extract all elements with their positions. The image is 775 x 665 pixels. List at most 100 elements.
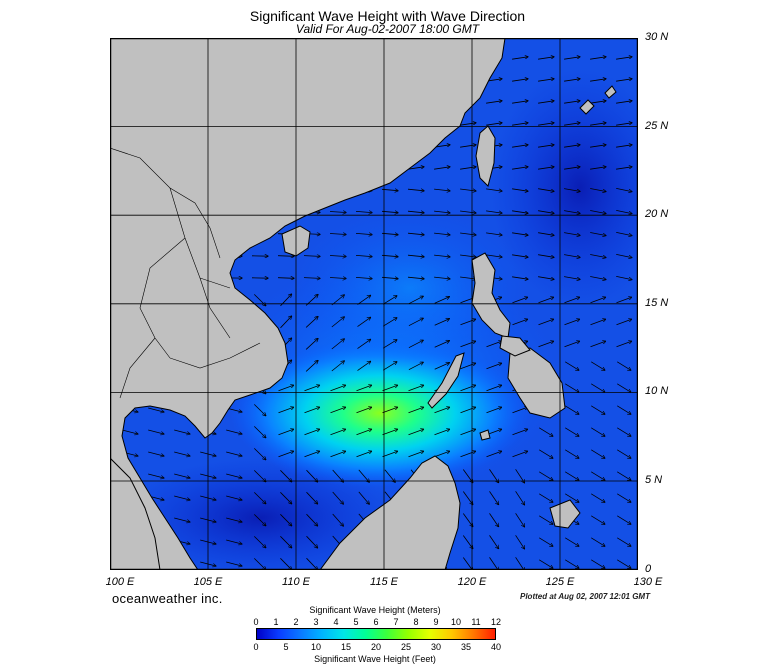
wave-direction-arrow bbox=[330, 385, 346, 392]
wave-direction-arrow bbox=[277, 278, 294, 279]
wave-direction-arrow bbox=[616, 559, 631, 568]
wave-direction-arrow bbox=[512, 188, 528, 191]
wave-direction-arrow bbox=[538, 559, 553, 568]
wave-direction-arrow bbox=[330, 429, 346, 436]
wave-direction-arrow bbox=[564, 427, 579, 436]
wave-direction-arrow bbox=[515, 469, 525, 482]
wave-direction-arrow bbox=[148, 451, 164, 456]
colorbar-meters-tick: 9 bbox=[433, 617, 439, 627]
wave-direction-arrow bbox=[357, 339, 371, 349]
colorbar-meters-tick: 7 bbox=[393, 617, 399, 627]
brand-logo-text: oceanweather inc. bbox=[112, 591, 223, 606]
wave-direction-arrow bbox=[355, 277, 372, 278]
wave-direction-arrow bbox=[538, 254, 554, 258]
wave-direction-arrow bbox=[382, 296, 397, 305]
wave-direction-arrow bbox=[512, 145, 528, 148]
wave-direction-arrow bbox=[512, 167, 528, 170]
lat-lon-grid bbox=[110, 38, 638, 570]
wave-direction-arrow bbox=[305, 361, 318, 372]
colorbar-feet-tick: 5 bbox=[283, 642, 289, 652]
wave-direction-arrow bbox=[381, 189, 398, 190]
wave-direction-arrow bbox=[515, 557, 525, 570]
wave-direction-arrow bbox=[254, 514, 265, 525]
wave-direction-arrow bbox=[408, 407, 424, 414]
wave-direction-arrow bbox=[226, 451, 242, 456]
wave-direction-arrow bbox=[434, 451, 450, 458]
wave-direction-arrow bbox=[381, 255, 398, 256]
wave-direction-arrow bbox=[408, 451, 424, 458]
wave-direction-arrow bbox=[174, 517, 190, 522]
colorbar-feet-tick: 25 bbox=[400, 642, 412, 652]
wave-direction-arrow bbox=[590, 405, 605, 414]
wave-direction-arrow bbox=[590, 493, 605, 502]
colorbar-feet-tick: 15 bbox=[340, 642, 352, 652]
longitude-label: 115 E bbox=[370, 576, 398, 588]
wave-direction-arrow bbox=[408, 167, 424, 170]
wave-direction-arrow bbox=[512, 210, 528, 213]
wave-direction-arrow bbox=[434, 211, 450, 213]
wave-direction-arrow bbox=[408, 340, 423, 349]
colorbar-feet-tick: 0 bbox=[253, 642, 259, 652]
wave-direction-arrow bbox=[538, 167, 554, 170]
wave-direction-arrow bbox=[382, 340, 397, 349]
wave-direction-arrow bbox=[616, 537, 631, 546]
wave-direction-arrow bbox=[280, 470, 291, 481]
wave-direction-arrow bbox=[512, 319, 528, 326]
wave-direction-arrow bbox=[358, 491, 369, 504]
wave-direction-arrow bbox=[590, 361, 605, 370]
wave-direction-arrow bbox=[381, 233, 398, 234]
wave-direction-arrow bbox=[538, 515, 553, 524]
wave-intensity-dark-east bbox=[490, 68, 638, 308]
wave-direction-arrow bbox=[564, 254, 580, 258]
wave-direction-arrow bbox=[616, 427, 631, 436]
wave-direction-arrow bbox=[512, 79, 528, 82]
wave-direction-arrow bbox=[303, 278, 320, 279]
wave-direction-arrow bbox=[590, 559, 605, 568]
wave-direction-arrow bbox=[616, 341, 632, 348]
wave-direction-arrow bbox=[382, 385, 398, 392]
wave-direction-arrow bbox=[512, 429, 528, 436]
wave-direction-arrow bbox=[460, 385, 476, 392]
wave-direction-arrow bbox=[590, 79, 606, 82]
wave-direction-arrow bbox=[174, 473, 190, 478]
wave-direction-arrow bbox=[278, 451, 294, 458]
colorbar-meters-tick: 2 bbox=[293, 617, 299, 627]
map-title: Significant Wave Height with Wave Direct… bbox=[249, 8, 526, 24]
land-sulawesi bbox=[549, 499, 581, 529]
wave-direction-arrow bbox=[564, 341, 580, 348]
wave-direction-arrow bbox=[226, 517, 242, 522]
wave-direction-arrow bbox=[278, 385, 294, 392]
land-masses bbox=[110, 38, 617, 570]
land-visayas bbox=[499, 335, 531, 357]
wave-direction-arrow bbox=[590, 101, 606, 104]
wave-direction-arrow bbox=[382, 429, 398, 436]
colorbar-meters-tick: 0 bbox=[253, 617, 259, 627]
latitude-label: 15 N bbox=[645, 296, 669, 309]
wave-direction-arrow bbox=[460, 319, 476, 326]
wave-direction-arrow bbox=[486, 341, 502, 348]
land-sulu bbox=[479, 429, 491, 441]
wave-direction-arrow bbox=[382, 318, 397, 327]
colorbar bbox=[256, 628, 496, 640]
wave-direction-arrow bbox=[460, 167, 476, 170]
wave-direction-arrow bbox=[254, 426, 265, 437]
wave-direction-arrow bbox=[384, 469, 395, 482]
wave-direction-arrow bbox=[407, 211, 424, 213]
wave-direction-arrow bbox=[305, 317, 318, 328]
wave-direction-arrow bbox=[460, 189, 476, 191]
latitude-label: 30 N bbox=[645, 31, 669, 43]
wave-direction-arrow bbox=[460, 255, 476, 257]
wave-direction-arrow bbox=[278, 429, 294, 436]
wave-direction-arrow bbox=[564, 123, 580, 126]
wave-direction-arrow bbox=[331, 339, 344, 350]
wave-direction-arrow bbox=[486, 385, 502, 392]
land-taiwan bbox=[475, 125, 496, 187]
wave-direction-arrow bbox=[408, 362, 423, 371]
wave-direction-arrow bbox=[564, 559, 579, 568]
land-ryukyu bbox=[579, 99, 595, 115]
wave-direction-arrow bbox=[408, 318, 423, 327]
wave-direction-arrow bbox=[254, 470, 265, 481]
wave-direction-arrow bbox=[434, 233, 450, 235]
wave-direction-arrow bbox=[407, 255, 424, 257]
wave-direction-arrow bbox=[538, 537, 553, 546]
